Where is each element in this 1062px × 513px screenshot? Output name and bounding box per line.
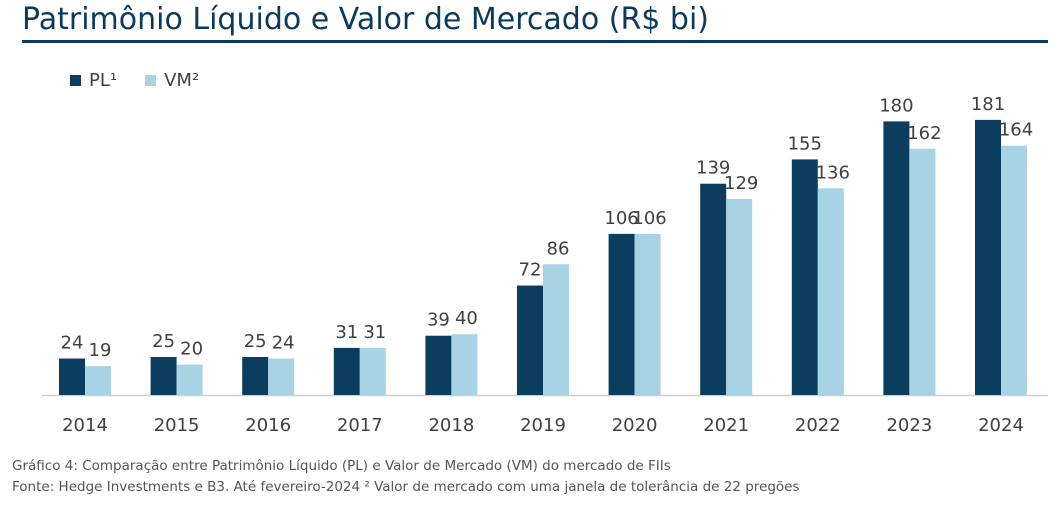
- data-label-pl-2023: 180: [879, 95, 913, 116]
- x-tick-label-2014: 2014: [62, 415, 108, 436]
- bar-vm-2018: [451, 334, 478, 395]
- legend-item-vm: VM²: [145, 70, 199, 91]
- legend-label-vm: VM²: [164, 70, 200, 91]
- chart-legend: PL¹ VM²: [70, 70, 227, 91]
- legend-swatch-pl: [70, 75, 81, 86]
- bar-vm-2021: [726, 198, 753, 395]
- x-tick-label-2024: 2024: [978, 415, 1024, 436]
- data-label-vm-2024: 164: [999, 120, 1033, 141]
- data-label-vm-2018: 40: [455, 308, 478, 329]
- data-label-pl-2020: 106: [604, 208, 638, 229]
- x-tick-label-2018: 2018: [428, 415, 474, 436]
- data-label-vm-2022: 136: [816, 162, 850, 183]
- x-tick-label-2023: 2023: [886, 415, 932, 436]
- data-label-vm-2019: 86: [547, 238, 570, 259]
- bar-pl-2020: [608, 233, 635, 395]
- data-label-pl-2018: 39: [427, 310, 450, 331]
- bar-vm-2016: [268, 358, 295, 395]
- data-label-vm-2014: 19: [89, 340, 112, 361]
- legend-label-pl: PL¹: [89, 70, 118, 91]
- legend-item-pl: PL¹: [70, 70, 117, 91]
- legend-swatch-vm: [145, 75, 157, 86]
- data-label-vm-2016: 24: [272, 333, 295, 354]
- data-label-pl-2022: 155: [788, 133, 822, 154]
- data-label-pl-2024: 181: [971, 94, 1005, 115]
- x-tick-label-2017: 2017: [337, 415, 383, 436]
- chart-title: Patrimônio Líquido e Valor de Mercado (R…: [22, 2, 709, 37]
- bar-pl-2018: [425, 335, 452, 395]
- bar-pl-2016: [242, 357, 269, 395]
- caption-figure: Gráfico 4: Comparação entre Patrimônio L…: [12, 458, 671, 474]
- data-label-pl-2017: 31: [335, 322, 358, 343]
- x-tick-label-2021: 2021: [703, 415, 749, 436]
- bar-vm-2017: [359, 347, 386, 395]
- title-underline: [22, 40, 1048, 43]
- data-label-pl-2015: 25: [152, 331, 175, 352]
- x-tick-label-2016: 2016: [245, 415, 291, 436]
- bar-pl-2022: [791, 159, 818, 395]
- bar-vm-2022: [817, 188, 844, 395]
- data-label-pl-2019: 72: [519, 260, 542, 281]
- data-label-vm-2015: 20: [180, 339, 203, 360]
- x-tick-label-2020: 2020: [612, 415, 658, 436]
- bar-vm-2015: [176, 364, 203, 395]
- bar-pl-2014: [59, 358, 85, 395]
- bar-pl-2021: [700, 183, 727, 395]
- x-tick-label-2015: 2015: [154, 415, 200, 436]
- data-label-pl-2021: 139: [696, 158, 730, 179]
- bar-vm-2019: [543, 264, 569, 395]
- bar-vm-2020: [634, 233, 661, 395]
- data-label-vm-2017: 31: [363, 322, 386, 343]
- x-tick-label-2022: 2022: [795, 415, 841, 436]
- bar-pl-2024: [975, 119, 1001, 395]
- bar-vm-2023: [909, 148, 936, 395]
- data-label-vm-2021: 129: [724, 173, 758, 194]
- bar-pl-2019: [517, 285, 543, 395]
- caption-source: Fonte: Hedge Investments e B3. Até fever…: [12, 479, 800, 495]
- data-label-vm-2020: 106: [632, 208, 666, 229]
- x-tick-label-2019: 2019: [520, 415, 566, 436]
- bar-pl-2015: [150, 357, 177, 395]
- data-label-vm-2023: 162: [907, 123, 941, 144]
- bar-vm-2014: [85, 366, 111, 395]
- data-label-pl-2014: 24: [61, 333, 84, 354]
- data-label-pl-2016: 25: [244, 331, 267, 352]
- bar-pl-2023: [883, 121, 910, 396]
- bar-vm-2024: [1001, 145, 1027, 395]
- bar-pl-2017: [333, 347, 360, 395]
